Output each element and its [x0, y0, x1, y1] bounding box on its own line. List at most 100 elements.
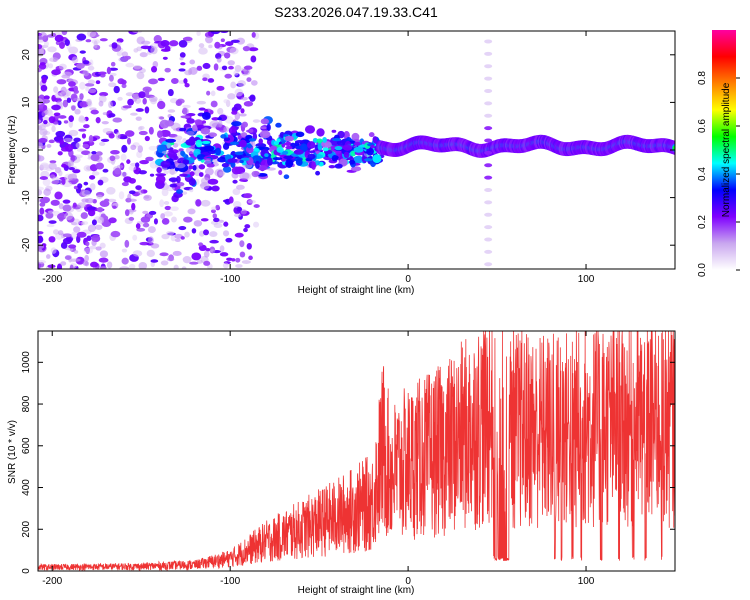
spectrogram-cell — [48, 139, 55, 144]
spectrogram-cell — [109, 155, 116, 162]
snr-x-label: Height of straight line (km) — [298, 585, 415, 596]
spectrogram-cell — [132, 250, 143, 257]
spectrogram-cell — [239, 172, 250, 180]
spectrogram-cell — [43, 40, 49, 47]
spectrogram-cell — [211, 206, 217, 211]
spectrogram-cell — [182, 36, 193, 42]
spectrogram-cell — [165, 231, 175, 236]
spectrogram-cell — [161, 150, 170, 154]
spectrogram-cell — [122, 105, 132, 109]
colorbar-tick-label: 0.4 — [697, 167, 708, 181]
spectrogram-cell — [484, 212, 493, 217]
spectrogram-cell — [372, 154, 382, 164]
spectrogram-cell — [139, 52, 148, 58]
spectrogram-cell — [284, 141, 292, 147]
spectrogram-cell — [133, 48, 139, 53]
spectrogram-cell — [99, 250, 109, 258]
spectrogram-cell — [79, 81, 86, 90]
spectrogram-cell — [306, 141, 316, 149]
spectrogram-cell — [214, 41, 221, 49]
spectrogram-cell — [203, 250, 210, 258]
spectrogram-cell — [236, 37, 245, 45]
spectrogram-cell — [331, 155, 338, 162]
spectrogram-cell — [215, 204, 220, 209]
spectrogram-cell — [253, 147, 260, 152]
spectrogram-cell — [203, 145, 215, 152]
spectrogram-cell — [52, 229, 59, 235]
spectrogram-cell — [120, 171, 128, 177]
spectrogram-cell — [253, 171, 260, 176]
spectrogram-cell — [321, 141, 332, 148]
spectrogram-cell — [243, 227, 248, 233]
spectrogram-cell — [161, 188, 169, 197]
spectrogram-cell — [116, 51, 123, 57]
spectrogram-cell — [61, 163, 67, 168]
spectrogram-cell — [147, 236, 154, 245]
spectrogram-cell — [101, 121, 109, 125]
spectrogram-cell — [159, 116, 165, 120]
spectrogram-cell — [484, 200, 493, 205]
spectrogram-cell — [353, 138, 361, 143]
spectrogram-cell — [264, 153, 269, 158]
spectrogram-cell — [209, 109, 214, 115]
spectrogram-cell — [48, 63, 54, 69]
spectrogram-cell — [161, 233, 170, 240]
spectrogram-cell — [133, 64, 142, 70]
spectrogram-cell — [86, 235, 92, 242]
spectrogram-cell — [88, 175, 96, 180]
spectrogram-cell — [68, 115, 74, 122]
spectrogram-cell — [484, 88, 493, 93]
spectrogram-cell — [62, 204, 72, 212]
spectrogram-cell — [236, 184, 245, 190]
spectrogram-cell — [220, 38, 225, 43]
spectrogram-cell — [79, 93, 84, 100]
spectrogram-cell — [246, 77, 252, 82]
spectrogram-cell — [128, 190, 136, 195]
spectrogram-cell — [178, 68, 186, 72]
colorbar: 0.0 0.2 0.4 0.6 0.8 Normalized spectral ampl… — [697, 30, 740, 277]
spectrogram-cell — [217, 107, 224, 115]
spectrogram-cell — [230, 81, 237, 89]
spectrogram-cell — [232, 188, 241, 196]
spectrogram-cell — [140, 216, 151, 223]
spectrogram-cell — [198, 107, 206, 111]
chart-title: S233.2026.047.19.33.C41 — [274, 4, 438, 20]
spectrogram-cell — [195, 139, 203, 148]
spectrogram-cell — [38, 231, 44, 235]
spectrogram-cell — [322, 137, 328, 143]
spectrogram-cell — [38, 68, 42, 73]
spectrogram-cell — [206, 163, 215, 168]
spectrogram-cell — [85, 39, 92, 43]
spectrogram-cell — [142, 222, 150, 228]
spectrogram-cell — [108, 113, 116, 118]
spectrogram-cell — [138, 130, 148, 136]
spectrogram-cell — [208, 44, 213, 49]
spectrogram-cell — [159, 252, 169, 257]
spectrogram-cell — [232, 201, 242, 208]
spectrogram-cell — [231, 121, 242, 127]
spectrogram-cell — [295, 158, 303, 166]
spectrogram-cell — [221, 163, 229, 168]
spectrogram-cell — [160, 260, 169, 266]
spectrogram-cell — [83, 181, 89, 186]
spectrogram-cell — [48, 116, 56, 124]
spectrogram-cell — [167, 149, 175, 158]
spectrogram-cell — [98, 100, 104, 107]
spectrogram-cell — [164, 205, 172, 211]
spectrogram-cell — [219, 245, 225, 253]
spectrogram-cell — [120, 135, 128, 140]
spectrogram-cell — [64, 39, 70, 47]
spectrogram-cell — [253, 221, 260, 228]
spectrogram-cell — [85, 86, 90, 92]
spectrogram-cell — [182, 107, 188, 115]
spectrogram-cell — [87, 224, 97, 233]
spectrogram-cell — [198, 43, 205, 48]
y-tick-label: 0 — [21, 147, 32, 153]
spectrogram-cell — [200, 199, 211, 207]
spectrogram-cell — [93, 40, 98, 49]
spectrogram-cell — [179, 52, 186, 58]
spectrogram-cell — [178, 39, 188, 48]
spectrogram-cell — [148, 126, 154, 135]
spectrogram-cell — [39, 62, 46, 66]
spectrogram-cell — [39, 128, 48, 136]
